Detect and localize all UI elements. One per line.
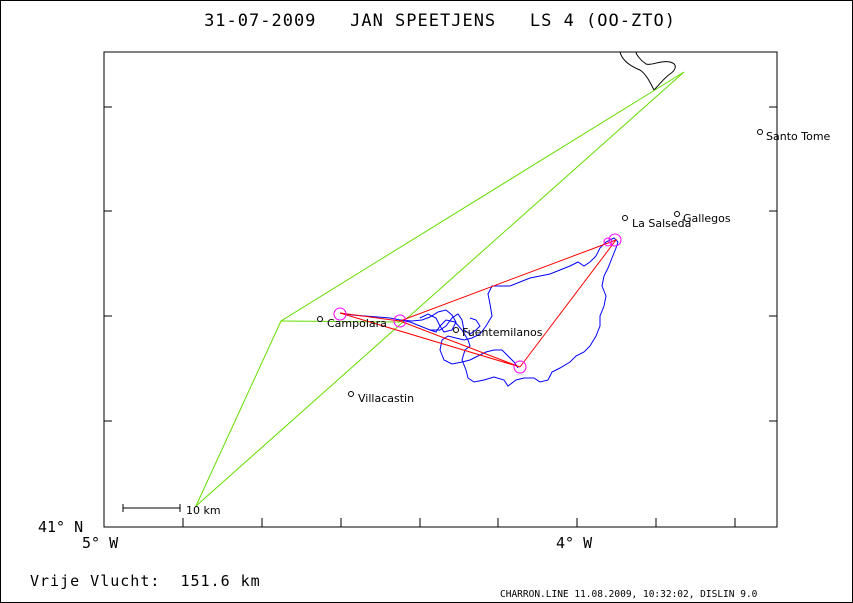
place-label: Gallegos — [683, 212, 731, 225]
place-label: Fuentemilanos — [462, 326, 543, 339]
bottom-ticks — [103, 518, 736, 527]
place-marker — [453, 327, 459, 333]
place-marker — [757, 129, 763, 135]
place-label: Campolara — [327, 317, 387, 330]
task-route — [195, 71, 685, 507]
flight-title: 31-07-2009 JAN SPEETJENS LS 4 (OO-ZTO) — [204, 11, 676, 31]
free-flight-distance: Vrije Vlucht: 151.6 km — [30, 572, 261, 590]
turnpoint-circle — [603, 237, 613, 247]
lon-label-left: 5° W — [82, 534, 119, 552]
place-marker — [622, 215, 628, 221]
turnpoint-circle — [393, 314, 407, 328]
place-villacastin: Villacastin — [348, 391, 414, 405]
turnpoints — [333, 233, 622, 374]
place-gallegos: Gallegos — [674, 211, 731, 225]
right-ticks — [769, 106, 777, 422]
map-frame — [103, 51, 778, 528]
left-ticks — [104, 106, 112, 422]
footer-info: CHARRON.LINE 11.08.2009, 10:32:02, DISLI… — [500, 589, 758, 600]
scale-bar — [122, 504, 181, 512]
turnpoint-circle — [608, 233, 622, 247]
place-marker — [317, 316, 323, 322]
place-label: Villacastin — [358, 392, 414, 405]
water-outline — [619, 51, 676, 91]
fai-triangle — [339, 238, 618, 368]
place-santo-tome: Santo Tome — [757, 129, 831, 143]
turnpoint-circle — [513, 360, 527, 374]
place-marker — [348, 391, 354, 397]
place-label: Santo Tome — [766, 130, 831, 143]
place-marker — [674, 211, 680, 217]
lat-label: 41° N — [38, 518, 83, 536]
place-label: La Salseda — [632, 217, 691, 230]
place-campolara: Campolara — [317, 316, 387, 330]
flight-track — [339, 237, 619, 387]
place-fuentemilanos: Fuentemilanos — [453, 326, 543, 339]
scale-bar-label: 10 km — [186, 504, 221, 517]
place-la-salseda: La Salseda — [622, 215, 691, 230]
turnpoint-circle — [333, 307, 347, 321]
lon-label-right: 4° W — [556, 534, 593, 552]
